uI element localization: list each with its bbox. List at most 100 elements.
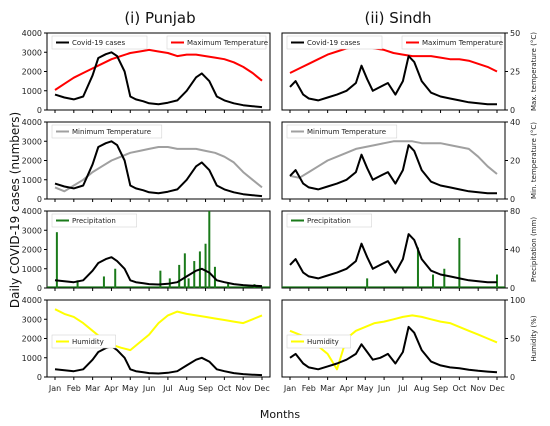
- month-tick-label: Aug: [179, 384, 195, 393]
- month-tick-label: May: [122, 384, 139, 393]
- legend-box-cases: [286, 35, 383, 50]
- month-tick-label: Apr: [340, 384, 355, 393]
- month-tick-label: Feb: [302, 384, 316, 393]
- cases-tick-label: 1000: [22, 265, 42, 274]
- cases-tick-label: 1000: [22, 354, 42, 363]
- column-title-sindh: (ii) Sindh: [364, 9, 431, 27]
- panel-punjab-row1: 0 1000 2000 3000 4000 Covid-19 cases Maximum T…: [22, 29, 271, 115]
- legend-box-env: [51, 213, 137, 228]
- panel-sindh-row2: 0 20 40 Min. temperature (°C) Minimum Temper…: [281, 118, 538, 204]
- legend: Minimum Temperature: [51, 124, 163, 139]
- month-tick-label: Apr: [105, 384, 120, 393]
- cases-series-line: [54, 140, 263, 198]
- month-tick-label: Jan: [283, 384, 296, 393]
- month-tick-label: Dec: [489, 384, 504, 393]
- env-series-line: [54, 146, 263, 193]
- env-tick-label: 50: [510, 335, 520, 344]
- env-tick-label: 0: [510, 195, 515, 204]
- legend-label-env: Minimum Temperature: [72, 128, 151, 136]
- legend-label-env: Minimum Temperature: [307, 128, 386, 136]
- env-tick-label: 25: [510, 68, 520, 77]
- panel-punjab-row3: 0 1000 2000 3000 4000 Precipitation: [22, 207, 271, 293]
- env-tick-label: 80: [510, 207, 520, 216]
- month-tick-label: Jun: [377, 384, 391, 393]
- cases-tick-label: 1000: [22, 176, 42, 185]
- cases-tick-label: 2000: [22, 157, 42, 166]
- legend-label-env: Maximum Temperature: [187, 39, 268, 47]
- month-tick-label: Jul: [397, 384, 408, 393]
- legend-box-env: [286, 334, 351, 349]
- legend-box-env: [51, 334, 116, 349]
- cases-tick-label: 1000: [22, 87, 42, 96]
- cases-tick-label: 0: [37, 284, 42, 293]
- cases-tick-label: 3000: [22, 137, 42, 146]
- month-tick-label: Sep: [198, 384, 213, 393]
- month-tick-label: Mar: [320, 384, 336, 393]
- panel-punjab-row4: 0 1000 2000 3000 4000 Jan Feb Mar Apr May Jun Jul Au…: [22, 296, 271, 393]
- cases-tick-label: 4000: [22, 207, 42, 216]
- env-series-line: [54, 48, 263, 91]
- env-axis-label: Max. temperature (°C): [530, 32, 538, 111]
- env-series-line: [289, 314, 498, 371]
- legend-label-env: Precipitation: [72, 217, 116, 225]
- main-xlabel: Months: [260, 408, 300, 421]
- month-tick-label: Jul: [162, 384, 173, 393]
- legend-label-env: Precipitation: [307, 217, 351, 225]
- cases-series-line: [54, 345, 263, 377]
- env-tick-label: 0: [510, 106, 515, 115]
- env-tick-label: 20: [510, 157, 520, 166]
- legend-box-env: [286, 124, 398, 139]
- legend-label-env: Humidity: [72, 338, 104, 346]
- cases-tick-label: 0: [37, 373, 42, 382]
- month-tick-label: Aug: [414, 384, 430, 393]
- cases-series-line: [54, 51, 263, 109]
- month-tick-label: Feb: [67, 384, 81, 393]
- month-tick-label: May: [357, 384, 374, 393]
- cases-tick-label: 4000: [22, 29, 42, 38]
- month-tick-label: Nov: [235, 384, 251, 393]
- legend: Precipitation: [51, 213, 137, 228]
- main-ylabel: Daily COVID-19 cases (numbers): [8, 112, 22, 308]
- cases-tick-label: 3000: [22, 226, 42, 235]
- cases-series-line: [289, 233, 497, 284]
- env-axis-label: Humidity (%): [530, 315, 538, 361]
- legend-box-cases: [51, 35, 148, 50]
- month-tick-label: Oct: [217, 384, 231, 393]
- month-tick-label: Sep: [433, 384, 448, 393]
- panel-sindh-row1: 0 25 50 Max. temperature (°C) Covid-19 cases…: [281, 29, 538, 115]
- env-tick-label: 0: [510, 284, 515, 293]
- cases-tick-label: 4000: [22, 118, 42, 127]
- legend-box-env: [166, 35, 267, 50]
- cases-series-line: [54, 256, 263, 288]
- column-title-punjab: (i) Punjab: [124, 9, 195, 27]
- month-tick-label: Oct: [452, 384, 466, 393]
- panel-sindh-row3: 0 40 80 Precipitation (mm) Precipitation: [281, 207, 538, 293]
- legend: Humidity: [286, 334, 351, 349]
- legend-label-cases: Covid-19 cases: [72, 39, 125, 47]
- legend: Covid-19 cases Maximum Temperature: [286, 35, 503, 50]
- legend: Covid-19 cases Maximum Temperature: [51, 35, 268, 50]
- env-series-line: [54, 308, 263, 352]
- cases-tick-label: 3000: [22, 315, 42, 324]
- month-tick-label: Dec: [254, 384, 269, 393]
- env-series-line: [289, 45, 498, 74]
- env-tick-label: 100: [510, 296, 525, 305]
- cases-tick-label: 2000: [22, 335, 42, 344]
- cases-tick-label: 2000: [22, 68, 42, 77]
- env-tick-label: 40: [510, 246, 520, 255]
- panel-punjab-row2: 0 1000 2000 3000 4000 Minimum Temperature: [22, 118, 271, 204]
- env-tick-label: 40: [510, 118, 520, 127]
- legend-label-env: Humidity: [307, 338, 339, 346]
- cases-series-line: [289, 325, 498, 374]
- legend-label-env: Maximum Temperature: [422, 39, 503, 47]
- cases-tick-label: 3000: [22, 48, 42, 57]
- legend-box-env: [51, 124, 163, 139]
- env-tick-label: 0: [510, 373, 515, 382]
- legend: Humidity: [51, 334, 116, 349]
- cases-series-line: [289, 55, 497, 106]
- month-tick-label: Jan: [48, 384, 61, 393]
- month-tick-label: Mar: [85, 384, 101, 393]
- month-tick-label: Nov: [470, 384, 486, 393]
